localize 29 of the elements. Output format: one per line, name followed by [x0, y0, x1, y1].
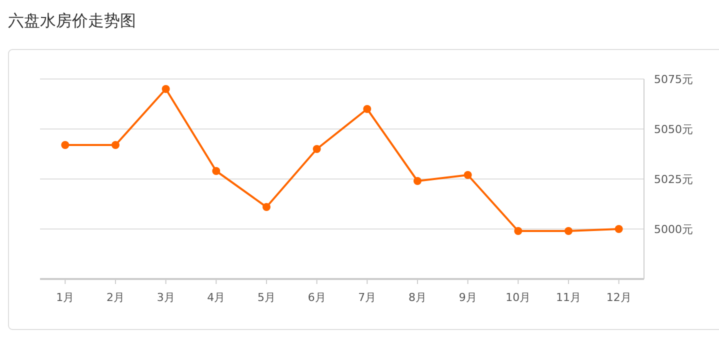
- x-tick-label: 8月: [408, 291, 426, 304]
- x-tick-label: 9月: [458, 291, 477, 304]
- point: [564, 227, 572, 235]
- point: [112, 141, 120, 149]
- x-tick-label: 6月: [308, 291, 326, 304]
- point: [363, 105, 372, 113]
- x-tick-label: 11月: [556, 291, 581, 304]
- point: [162, 85, 170, 93]
- point: [212, 167, 220, 175]
- point: [312, 145, 321, 153]
- x-tick-label: 3月: [156, 291, 175, 304]
- x-tick-label: 12月: [606, 291, 632, 304]
- x-tick-label: 4月: [207, 291, 226, 304]
- x-tick-label: 7月: [358, 291, 376, 304]
- x-tick-label: 2月: [106, 291, 124, 304]
- point: [61, 141, 70, 149]
- y-tick-label: 5000元: [654, 223, 693, 236]
- point: [464, 171, 472, 179]
- chart-title: 六盘水房价走势图: [8, 11, 136, 30]
- y-tick-label: 5075元: [654, 73, 693, 86]
- point: [414, 177, 422, 185]
- x-tick-label: 10月: [506, 291, 531, 304]
- x-tick-label: 1月: [56, 291, 74, 304]
- y-tick-label: 5025元: [654, 173, 693, 186]
- point: [514, 227, 522, 235]
- x-tick-label: 5月: [258, 291, 276, 304]
- point: [262, 203, 270, 211]
- y-tick-label: 5050元: [654, 123, 693, 136]
- point: [614, 225, 623, 233]
